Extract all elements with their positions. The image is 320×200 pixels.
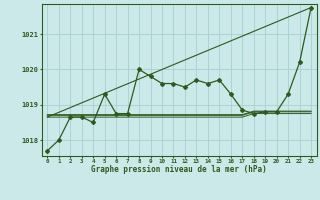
- X-axis label: Graphe pression niveau de la mer (hPa): Graphe pression niveau de la mer (hPa): [91, 165, 267, 174]
